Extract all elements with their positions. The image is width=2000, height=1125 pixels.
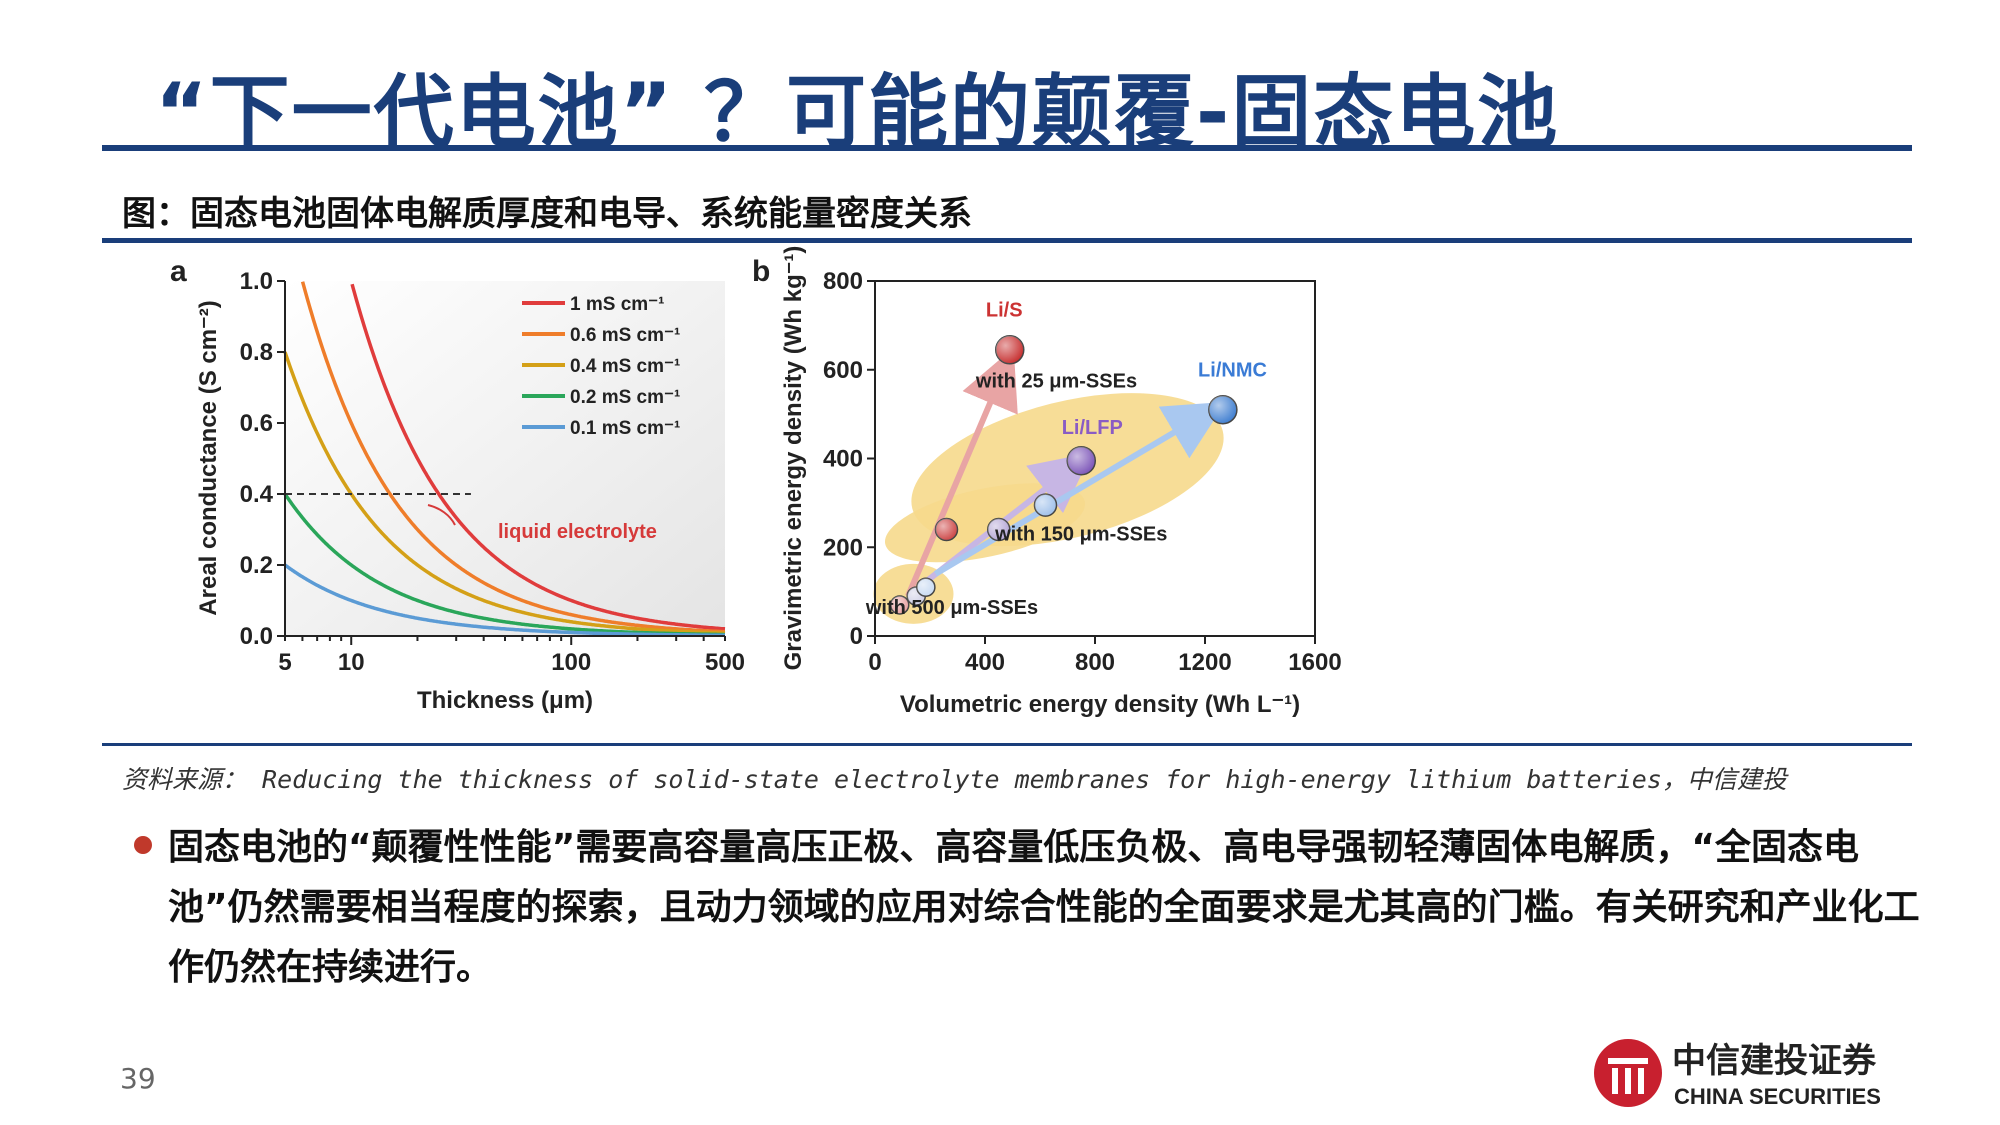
logo-en-text: CHINA SECURITIES bbox=[1674, 1084, 1881, 1109]
panel-b-xlabel: Volumetric energy density (Wh L⁻¹) bbox=[900, 691, 1300, 718]
point-shine-g2-2 bbox=[1208, 395, 1237, 424]
point-shine-g0-2 bbox=[916, 578, 935, 597]
system-label-1: Li/LFP bbox=[1062, 417, 1123, 439]
group-label-1: with 150 μm-SSEs bbox=[994, 524, 1167, 546]
y-tick-label: 0.8 bbox=[240, 339, 273, 366]
legend-label-4: 0.1 mS cm⁻¹ bbox=[570, 418, 680, 439]
panel-b-letter: b bbox=[752, 255, 770, 288]
system-label-2: Li/NMC bbox=[1198, 359, 1267, 381]
x-tick-label: 1200 bbox=[1178, 649, 1231, 676]
curve-series-0 bbox=[350, 283, 726, 631]
title-underline bbox=[102, 145, 1912, 151]
y-tick-label: 800 bbox=[823, 268, 863, 295]
point-shine-g0-0 bbox=[890, 595, 909, 614]
point-shine-g1-2 bbox=[1034, 494, 1057, 517]
x-tick-label: 400 bbox=[965, 649, 1005, 676]
bullet-paragraph: 固态电池的“颠覆性性能”需要高容量高压正极、高容量低压负极、高电导强韧轻薄固体电… bbox=[168, 827, 1920, 988]
panel-b-points bbox=[890, 335, 1238, 615]
y-tick-label: 200 bbox=[823, 534, 863, 561]
system-label-0: Li/S bbox=[986, 300, 1023, 322]
x-tick-label: 0 bbox=[868, 649, 881, 676]
panel-b-axes: 0 200 400 600 800 0 400 800 1200 1600 bbox=[823, 268, 1342, 676]
curve-series-2 bbox=[283, 351, 726, 635]
x-tick-label: 100 bbox=[551, 649, 591, 676]
y-tick-label: 600 bbox=[823, 357, 863, 384]
panel-a-letter: a bbox=[170, 255, 187, 288]
y-tick-label: 400 bbox=[823, 446, 863, 473]
figure-panels: a 0.00.20.40.60.81.05 10 100 500 1 mS cm⁻¹0… bbox=[170, 246, 1342, 718]
y-tick-label: 0.6 bbox=[240, 410, 273, 437]
y-tick-label: 1.0 bbox=[240, 268, 273, 295]
y-tick-label: 0.2 bbox=[240, 552, 273, 579]
x-tick-label: 800 bbox=[1075, 649, 1115, 676]
point-shine-g1-1 bbox=[987, 518, 1010, 541]
caption-underline bbox=[102, 238, 1912, 243]
legend-label-3: 0.2 mS cm⁻¹ bbox=[570, 387, 680, 408]
trend-arrow-0 bbox=[905, 347, 1018, 598]
liquid-electrolyte-label: liquid electrolyte bbox=[498, 521, 657, 543]
panel-a-background bbox=[285, 281, 725, 636]
figure-caption: 图：固态电池固体电解质厚度和电导、系统能量密度关系 bbox=[122, 194, 972, 234]
panel-a-ylabel: Areal conductance (S cm⁻²) bbox=[195, 300, 222, 615]
curve-series-4 bbox=[283, 563, 725, 638]
x-tick-label: 5 bbox=[278, 649, 291, 676]
panel-b-labels: Li/S Li/LFP Li/NMC with 500 μm-SSEs with 150… bbox=[865, 300, 1267, 619]
legend-label-2: 0.4 mS cm⁻¹ bbox=[570, 356, 680, 377]
bullet-dot bbox=[134, 836, 152, 854]
company-logo: 中信建投证券 CHINA SECURITIES bbox=[1590, 1028, 1920, 1118]
legend-label-1: 0.6 mS cm⁻¹ bbox=[570, 325, 680, 346]
y-tick-label: 0.4 bbox=[240, 481, 274, 508]
panel-a-axes: 0.0 0.2 0.4 0.6 0.8 1.0 5 10 100 500 bbox=[240, 268, 745, 676]
legend-label-0: 1 mS cm⁻¹ bbox=[570, 294, 665, 315]
x-tick-label: 10 bbox=[338, 649, 365, 676]
source-divider bbox=[102, 743, 1912, 746]
logo-cn-text: 中信建投证券 bbox=[1672, 1041, 1877, 1081]
slide-title: “下一代电池” ？可能的颠覆-固态电池 bbox=[155, 66, 1560, 159]
page-number: 39 bbox=[120, 1062, 156, 1095]
point-shine-g2-0 bbox=[995, 335, 1024, 364]
point-shine-g2-1 bbox=[1067, 446, 1096, 475]
x-tick-label: 1600 bbox=[1288, 649, 1341, 676]
panel-a-curves bbox=[283, 281, 726, 638]
y-tick-label: 0 bbox=[850, 623, 863, 650]
trend-arrow-2 bbox=[933, 401, 1226, 577]
point-shine-g1-0 bbox=[935, 518, 958, 541]
panel-a-xlabel: Thickness (μm) bbox=[417, 687, 593, 714]
y-tick-label: 0.0 bbox=[240, 623, 273, 650]
panel-b-ylabel: Gravimetric energy density (Wh kg⁻¹) bbox=[780, 246, 807, 671]
group-label-0: with 500 μm-SSEs bbox=[865, 597, 1038, 619]
curve-series-1 bbox=[300, 281, 725, 634]
liquid-electrolyte-pointer bbox=[427, 504, 456, 526]
x-tick-label: 500 bbox=[705, 649, 745, 676]
panel-a-legend: 1 mS cm⁻¹ 0.6 mS cm⁻¹ 0.4 mS cm⁻¹ 0.2 mS cm… bbox=[522, 294, 680, 439]
group-label-2: with 25 μm-SSEs bbox=[975, 371, 1137, 393]
source-note: 资料来源： Reducing the thickness of solid-st… bbox=[122, 765, 1787, 794]
